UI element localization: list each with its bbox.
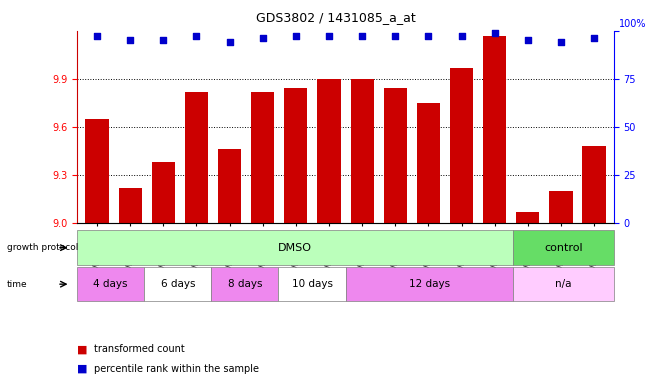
Point	[523, 37, 533, 43]
Bar	[582, 146, 606, 223]
Bar	[317, 79, 341, 223]
Point	[191, 33, 202, 40]
Text: 6 days: 6 days	[160, 279, 195, 289]
Bar	[185, 91, 208, 223]
Bar	[152, 162, 175, 223]
Text: 4 days: 4 days	[93, 279, 128, 289]
Point	[158, 37, 168, 43]
Text: DMSO: DMSO	[278, 243, 312, 253]
Text: ■: ■	[77, 344, 88, 354]
Bar	[384, 88, 407, 223]
Point	[323, 33, 334, 40]
Point	[556, 39, 566, 45]
Bar	[483, 36, 507, 223]
Point	[390, 33, 401, 40]
Bar	[350, 79, 374, 223]
Text: growth protocol: growth protocol	[7, 243, 78, 252]
Bar	[516, 212, 539, 223]
Bar	[285, 88, 307, 223]
Text: percentile rank within the sample: percentile rank within the sample	[94, 364, 259, 374]
Text: control: control	[544, 243, 583, 253]
Text: ■: ■	[77, 364, 88, 374]
Text: GDS3802 / 1431085_a_at: GDS3802 / 1431085_a_at	[256, 12, 415, 25]
Point	[489, 30, 500, 36]
Point	[92, 33, 103, 40]
Text: n/a: n/a	[556, 279, 572, 289]
Point	[423, 33, 433, 40]
Point	[456, 33, 467, 40]
Bar	[85, 119, 109, 223]
Point	[357, 33, 368, 40]
Point	[588, 35, 599, 41]
Text: 8 days: 8 days	[227, 279, 262, 289]
Point	[125, 37, 136, 43]
Bar	[550, 191, 572, 223]
Text: time: time	[7, 280, 28, 289]
Point	[291, 33, 301, 40]
Text: 100%: 100%	[619, 19, 647, 29]
Text: 12 days: 12 days	[409, 279, 450, 289]
Point	[224, 39, 235, 45]
Bar	[417, 103, 440, 223]
Bar	[218, 149, 241, 223]
Text: 10 days: 10 days	[291, 279, 333, 289]
Point	[258, 35, 268, 41]
Bar	[119, 187, 142, 223]
Text: transformed count: transformed count	[94, 344, 185, 354]
Bar	[450, 68, 473, 223]
Bar	[251, 91, 274, 223]
